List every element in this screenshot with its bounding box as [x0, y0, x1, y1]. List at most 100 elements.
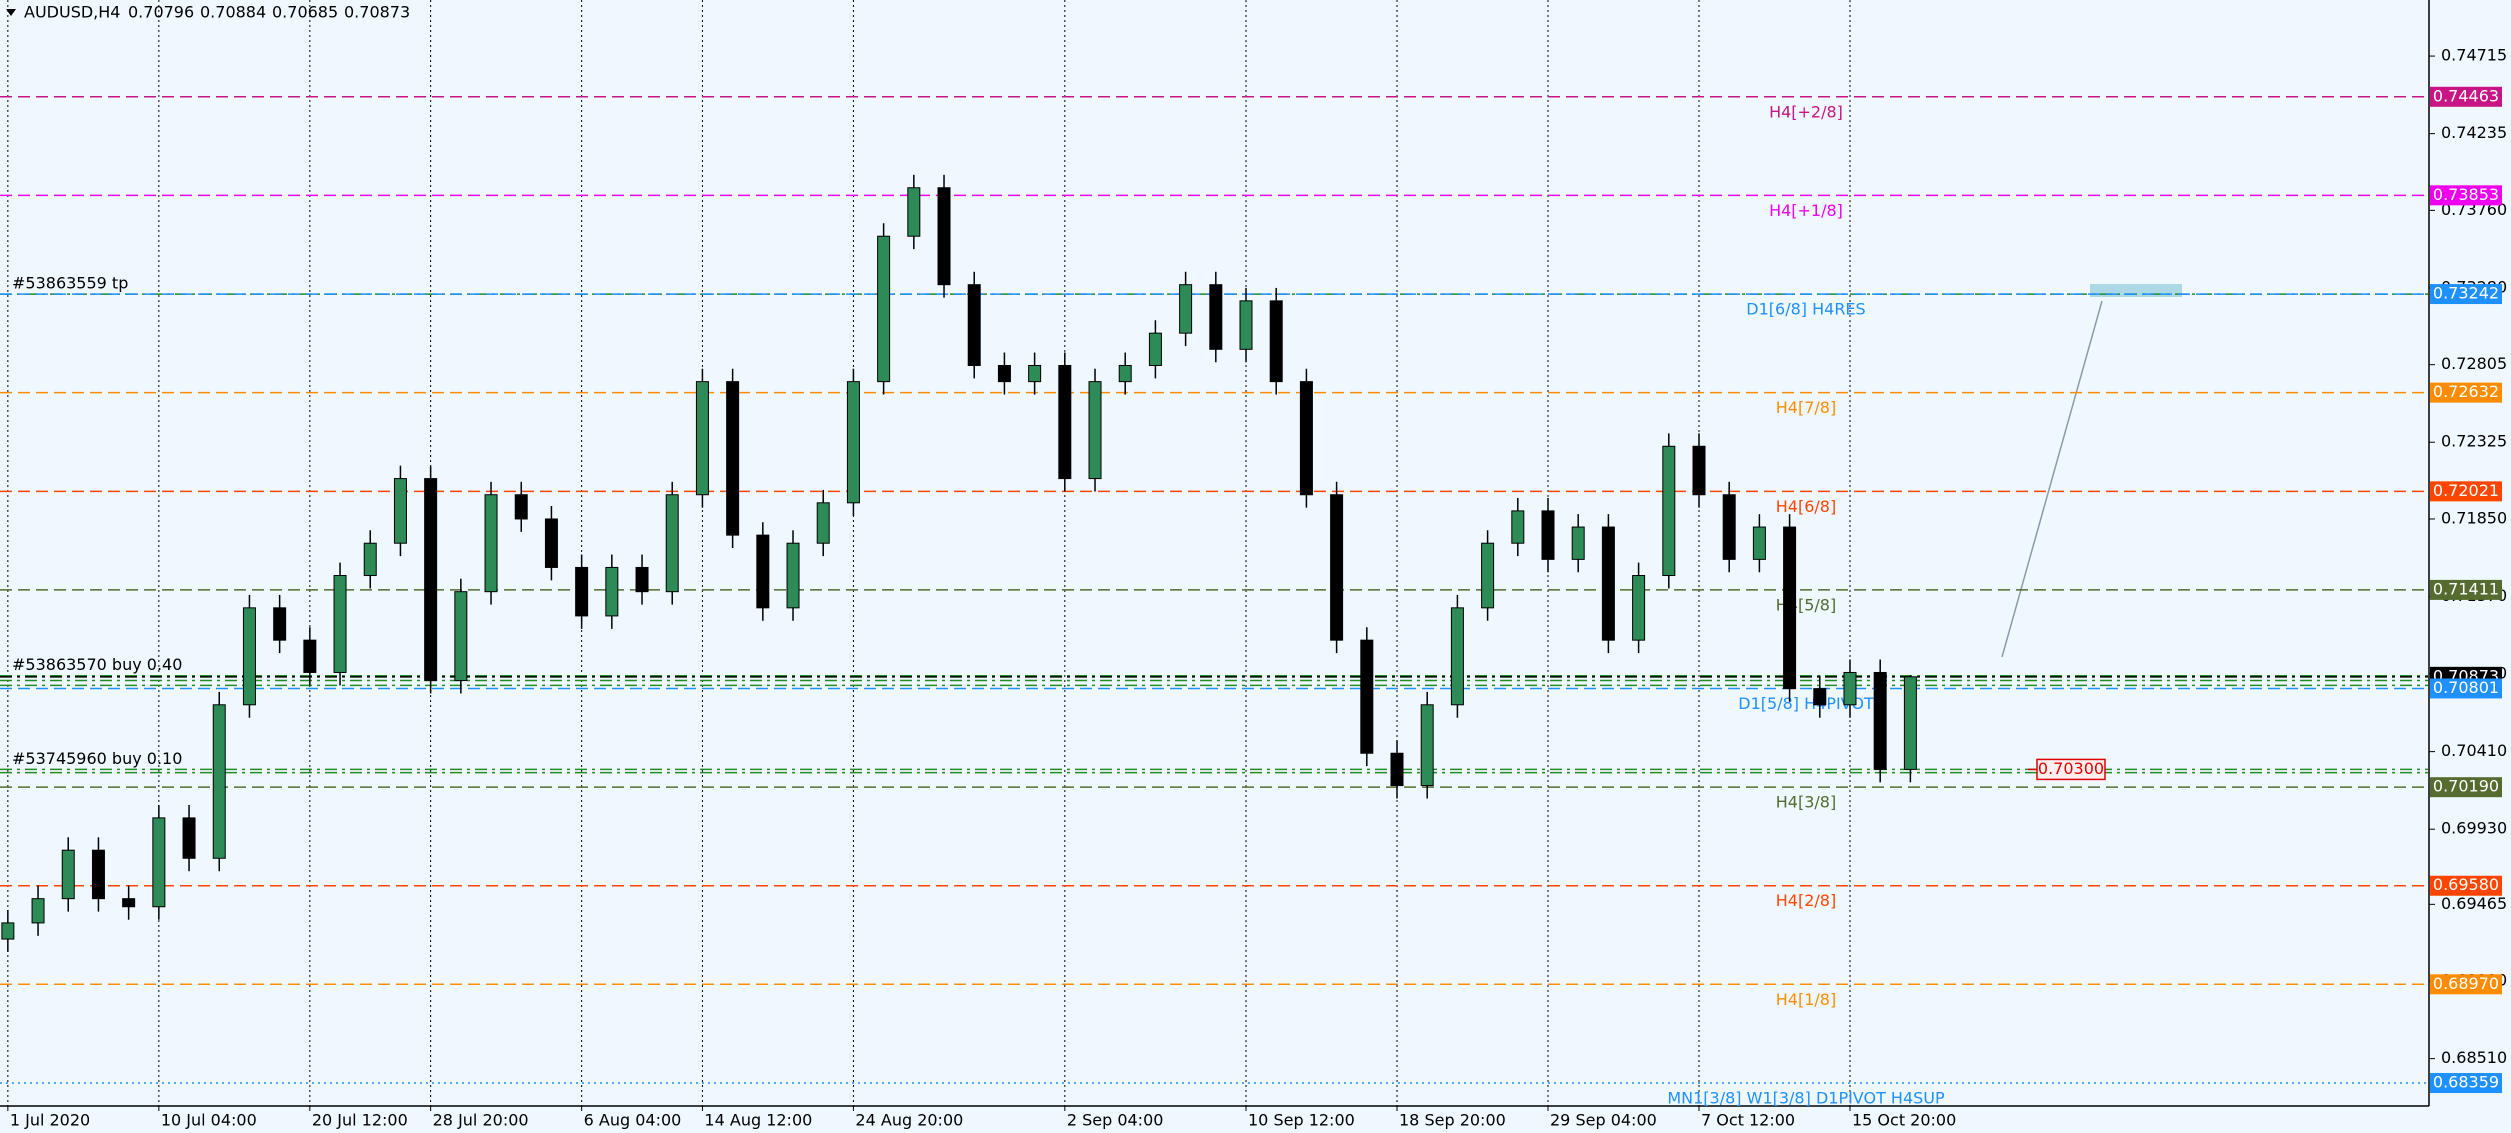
level-label: MN1[3/8] W1[3/8] D1PIVOT H4SUP [1667, 1089, 1945, 1108]
candle-body [1783, 526, 1797, 690]
candle-body [212, 704, 226, 859]
candle-body [665, 494, 679, 593]
x-tick-label: 7 Oct 12:00 [1701, 1111, 1795, 1130]
price-box-label: 0.73853 [2433, 185, 2499, 204]
candle-body [484, 494, 498, 593]
price-box [2430, 382, 2502, 403]
price-box [2430, 777, 2502, 798]
y-tick-label: 0.72805 [2441, 354, 2507, 373]
candle-body [1, 922, 15, 940]
x-tick-label: 28 Jul 20:00 [433, 1111, 529, 1130]
y-tick-label: 0.74715 [2441, 46, 2507, 65]
price-box-label: 0.68359 [2433, 1073, 2499, 1092]
price-box-label: 0.73242 [2433, 284, 2499, 303]
candle-body [1752, 526, 1766, 560]
x-tick-label: 2 Sep 04:00 [1067, 1111, 1164, 1130]
price-box-label: 0.72632 [2433, 382, 2499, 401]
price-box-label: 0.71411 [2433, 579, 2499, 598]
level-label: H4[2/8] [1776, 891, 1836, 910]
candle-body [273, 607, 287, 641]
candle-body [61, 849, 75, 900]
price-box [2430, 579, 2502, 600]
x-tick-label: 6 Aug 04:00 [584, 1111, 682, 1130]
candle-body [726, 381, 740, 536]
candle-body [1722, 494, 1736, 560]
candle-body [393, 478, 407, 544]
candle-body [1390, 752, 1404, 787]
candle-body [1601, 526, 1615, 641]
x-tick-label: 10 Jul 04:00 [161, 1111, 257, 1130]
level-label: H4[6/8] [1776, 497, 1836, 516]
candle-body [1450, 607, 1464, 706]
price-box-label: 0.68970 [2433, 974, 2499, 993]
header-value: 0.70884 [200, 3, 266, 22]
candle-body [1813, 688, 1827, 706]
candle-body [182, 817, 196, 859]
symbol: AUDUSD,H4 [24, 3, 120, 22]
candle-body [1632, 575, 1646, 641]
candle-body [1209, 284, 1223, 350]
price-box [2430, 284, 2502, 305]
price-marker-label: 0.70300 [2038, 759, 2104, 778]
candle-body [967, 284, 981, 366]
level-label: H4[+2/8] [1769, 102, 1843, 121]
menu-triangle [6, 9, 16, 16]
x-tick-label: 20 Jul 12:00 [312, 1111, 408, 1130]
candle-body [424, 478, 438, 682]
candle-body [1541, 510, 1555, 560]
x-tick-label: 24 Aug 20:00 [855, 1111, 963, 1130]
x-tick-label: 10 Sep 12:00 [1248, 1111, 1355, 1130]
candle-body [1420, 704, 1434, 787]
candle-body [544, 518, 558, 568]
x-tick-label: 18 Sep 20:00 [1399, 1111, 1506, 1130]
order-label: #53863559 tp [12, 274, 128, 293]
x-tick-label: 14 Aug 12:00 [704, 1111, 812, 1130]
header-value: 0.70873 [344, 3, 410, 22]
price-box [2430, 974, 2502, 995]
candle-body [1360, 639, 1374, 754]
y-tick-label: 0.72325 [2441, 432, 2507, 451]
candle-body [1692, 445, 1706, 496]
candle-body [1269, 300, 1283, 383]
candle-body [1179, 284, 1193, 334]
candle-body [333, 575, 347, 673]
y-tick-label: 0.68510 [2441, 1048, 2507, 1067]
candle-body [91, 849, 105, 900]
candle-body [152, 817, 166, 908]
price-box [2430, 86, 2502, 107]
candle-body [1148, 332, 1162, 366]
candle-body [605, 566, 619, 617]
candle-body [1058, 364, 1072, 480]
level-label: H4[3/8] [1776, 793, 1836, 812]
candle-body [1903, 676, 1917, 770]
price-box-label: 0.69580 [2433, 875, 2499, 894]
price-box-label: 0.70801 [2433, 678, 2499, 697]
candle-body [122, 898, 136, 908]
candle-body [1028, 364, 1042, 383]
candle-body [756, 534, 770, 609]
price-box [2430, 481, 2502, 502]
candle-body [695, 381, 709, 496]
candle-body [363, 542, 377, 577]
price-box-label: 0.72021 [2433, 481, 2499, 500]
candle-body [816, 502, 830, 544]
candle-body [303, 639, 317, 673]
order-label: #53863570 buy 0.40 [12, 655, 182, 674]
candle-body [1511, 510, 1525, 544]
y-tick-label: 0.70410 [2441, 741, 2507, 760]
candle-body [1088, 381, 1102, 480]
candle-body [877, 235, 891, 383]
y-tick-label: 0.71850 [2441, 508, 2507, 527]
order-label: #53745960 buy 0.10 [12, 749, 182, 768]
price-box [2430, 875, 2502, 896]
price-box [2430, 185, 2502, 206]
candle-body [242, 607, 256, 706]
candle-body [1299, 381, 1313, 496]
header-value: 0.70796 [128, 3, 194, 22]
x-tick-label: 1 Jul 2020 [10, 1111, 90, 1130]
level-label: D1[5/8] H4PIVOT [1738, 694, 1874, 713]
candle-body [1239, 300, 1253, 350]
y-tick-label: 0.74235 [2441, 123, 2507, 142]
price-box [2430, 678, 2502, 699]
